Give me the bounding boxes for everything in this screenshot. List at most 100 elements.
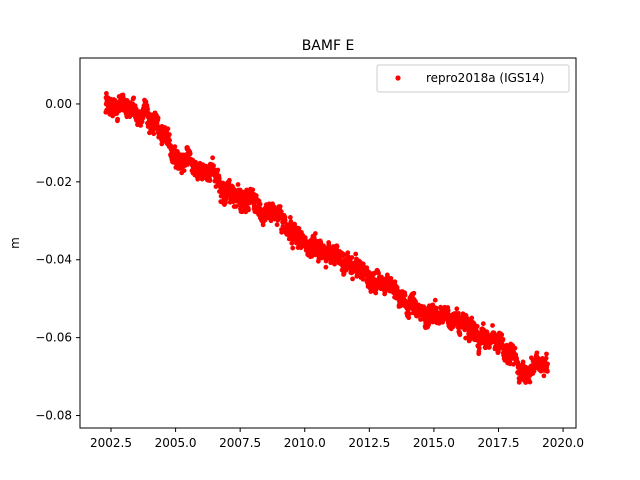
data-point — [151, 131, 157, 137]
y-tick-label: −0.08 — [35, 409, 72, 423]
data-point — [402, 292, 408, 298]
data-point — [480, 321, 486, 327]
data-point — [103, 90, 109, 96]
data-point — [207, 178, 213, 184]
data-point — [454, 306, 460, 312]
legend: repro2018a (IGS14) — [376, 64, 570, 93]
data-point — [323, 264, 329, 270]
data-point — [487, 344, 492, 350]
data-point — [246, 207, 251, 213]
data-point — [187, 151, 193, 157]
data-point — [226, 177, 232, 183]
data-point — [277, 204, 283, 209]
y-tick-label: −0.06 — [35, 331, 72, 345]
data-point — [413, 299, 418, 305]
data-point — [133, 106, 139, 112]
y-tick-label: −0.04 — [35, 253, 72, 267]
data-point — [167, 137, 172, 143]
data-point — [457, 332, 463, 338]
legend-box — [376, 64, 570, 93]
y-tick-label: −0.02 — [35, 175, 72, 189]
plot-points — [103, 90, 550, 385]
x-tick-label: 2010.0 — [284, 436, 326, 450]
data-point — [274, 222, 280, 228]
data-point — [195, 176, 201, 182]
data-point — [520, 359, 526, 365]
y-tick-label: 0.00 — [45, 97, 72, 111]
data-point — [445, 308, 451, 313]
data-point — [115, 116, 121, 122]
data-point — [514, 356, 520, 361]
data-point — [165, 126, 171, 132]
data-point — [172, 144, 178, 150]
data-point — [268, 218, 274, 224]
data-point — [250, 187, 256, 193]
chart-title: BAMF E — [302, 38, 355, 54]
data-point — [353, 251, 359, 257]
data-point — [484, 329, 490, 335]
data-point — [257, 201, 263, 207]
data-point — [499, 332, 505, 338]
data-point — [364, 265, 370, 271]
x-tick-label: 2012.5 — [348, 436, 390, 450]
data-point — [376, 270, 381, 276]
data-point — [534, 350, 540, 356]
data-point — [500, 336, 506, 342]
data-point — [145, 107, 151, 112]
legend-label: repro2018a (IGS14) — [426, 71, 544, 85]
data-point — [155, 115, 161, 121]
data-point — [394, 285, 400, 290]
x-tick-label: 2007.5 — [219, 436, 261, 450]
x-tick-label: 2002.5 — [90, 436, 132, 450]
data-point — [282, 218, 288, 223]
data-point — [512, 345, 518, 351]
data-point — [545, 368, 550, 374]
data-point — [215, 167, 221, 173]
y-axis: 0.00 −0.02 −0.04 −0.06 −0.08 — [35, 97, 80, 423]
data-point — [340, 251, 346, 257]
data-point — [476, 345, 482, 351]
data-point — [543, 355, 549, 361]
data-point — [302, 235, 308, 241]
data-point — [216, 175, 222, 181]
data-point — [421, 305, 427, 310]
data-point — [350, 276, 355, 282]
data-point — [166, 132, 172, 137]
x-tick-label: 2020.0 — [542, 436, 584, 450]
data-point — [360, 276, 366, 282]
data-point — [392, 279, 398, 285]
data-point — [332, 261, 337, 267]
data-point — [131, 95, 137, 101]
data-point — [139, 119, 145, 125]
data-point — [181, 168, 187, 173]
data-point — [334, 244, 340, 249]
data-point — [432, 297, 438, 303]
data-point — [456, 310, 461, 316]
data-point — [545, 361, 550, 367]
data-point — [140, 113, 146, 119]
data-point — [507, 361, 513, 367]
data-point — [544, 351, 549, 357]
data-point — [407, 311, 412, 317]
x-tick-label: 2015.0 — [413, 436, 455, 450]
data-point — [527, 379, 533, 385]
data-point — [290, 245, 296, 251]
data-point — [278, 209, 284, 215]
data-point — [312, 231, 318, 236]
data-point — [373, 290, 379, 296]
x-axis: 2002.5 2005.0 2007.5 2010.0 2012.5 2015.0 2017… — [90, 428, 584, 450]
legend-marker — [395, 75, 401, 81]
data-point — [411, 290, 417, 296]
data-point — [345, 250, 351, 256]
data-point — [287, 215, 293, 220]
x-tick-label: 2017.5 — [478, 436, 520, 450]
y-axis-label: m — [8, 237, 22, 249]
data-point — [469, 315, 475, 321]
data-point — [289, 240, 295, 246]
data-point — [193, 159, 198, 165]
data-point — [211, 163, 216, 169]
data-point — [541, 373, 547, 379]
data-point — [406, 315, 412, 321]
data-point — [235, 182, 241, 187]
